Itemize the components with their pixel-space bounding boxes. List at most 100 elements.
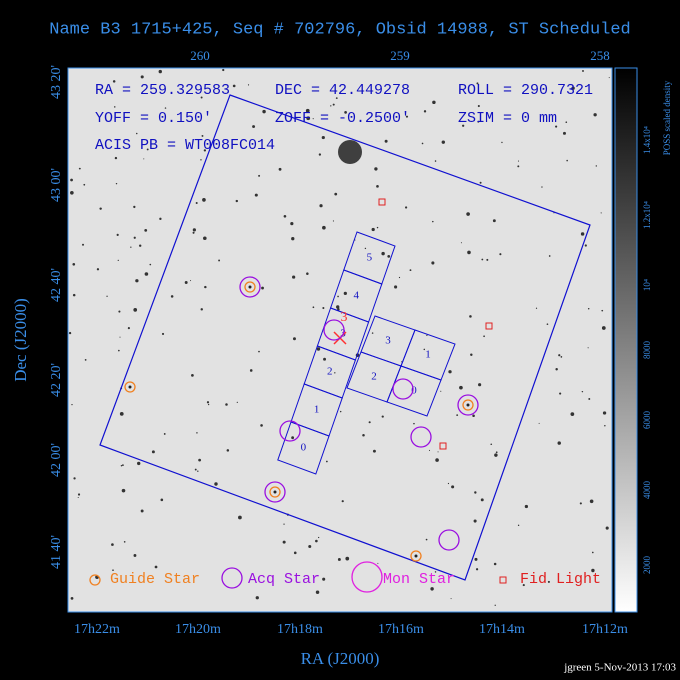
- star: [332, 103, 335, 106]
- star: [589, 499, 594, 504]
- star: [115, 182, 118, 185]
- star: [538, 422, 540, 424]
- star: [608, 77, 610, 79]
- star: [494, 604, 496, 606]
- star: [225, 403, 228, 406]
- star: [447, 482, 450, 485]
- star: [143, 158, 145, 160]
- star: [184, 281, 188, 284]
- star: [68, 331, 72, 335]
- star: [477, 120, 480, 123]
- star: [524, 504, 528, 509]
- star: [319, 204, 323, 208]
- star: [462, 124, 465, 127]
- guide-star: [410, 550, 422, 562]
- star-core: [466, 403, 470, 407]
- chip-label: 1: [314, 404, 320, 416]
- acq-star: [279, 420, 301, 442]
- guide-star: [269, 486, 281, 498]
- star: [481, 258, 484, 261]
- star: [232, 84, 236, 88]
- info-text: RA = 259.329583: [95, 82, 230, 99]
- star: [571, 86, 575, 90]
- star: [70, 178, 73, 182]
- legend-acq-icon: [221, 567, 243, 589]
- star: [159, 217, 162, 221]
- star: [149, 263, 152, 266]
- star: [226, 449, 230, 452]
- bottom-tick-label: 17h18m: [277, 622, 323, 637]
- star: [206, 401, 210, 404]
- star: [448, 370, 452, 374]
- star: [161, 332, 165, 336]
- star: [194, 468, 197, 471]
- info-text: ZOFF = -0.2500': [275, 110, 410, 127]
- star: [283, 214, 287, 218]
- colorbar-title: POSS scaled density: [662, 80, 672, 155]
- top-tick-label: 260: [190, 48, 210, 63]
- star: [120, 464, 123, 467]
- star: [451, 485, 455, 489]
- chip-label: 2: [371, 371, 377, 383]
- star: [405, 115, 409, 118]
- star: [321, 135, 325, 140]
- star: [431, 261, 435, 265]
- star: [476, 82, 479, 85]
- star: [198, 458, 202, 462]
- star: [201, 134, 204, 137]
- star: [111, 543, 114, 546]
- legend-fid-icon: [499, 576, 507, 584]
- star: [200, 308, 203, 311]
- star: [450, 598, 452, 600]
- star: [315, 539, 318, 543]
- info-text: ROLL = 290.7321: [458, 82, 593, 99]
- star: [381, 251, 385, 256]
- star: [119, 412, 124, 416]
- star: [236, 401, 238, 403]
- star: [312, 118, 314, 120]
- star: [290, 222, 294, 226]
- star: [474, 491, 477, 494]
- bottom-tick-label: 17h20m: [175, 622, 221, 637]
- star: [291, 436, 295, 440]
- star: [535, 307, 538, 309]
- star: [425, 538, 428, 541]
- colorbar-tick-label: 10⁴: [642, 279, 652, 291]
- star-core: [414, 554, 418, 558]
- left-tick-label: 42 00': [49, 443, 64, 477]
- star: [335, 97, 338, 99]
- star: [470, 353, 473, 356]
- star: [517, 165, 520, 168]
- star: [96, 268, 100, 271]
- star: [330, 105, 332, 107]
- star: [372, 449, 376, 453]
- star: [214, 482, 218, 486]
- star: [135, 279, 139, 283]
- galaxy: [338, 140, 362, 164]
- star: [546, 323, 549, 326]
- star: [203, 149, 207, 152]
- star: [434, 160, 437, 162]
- star: [262, 109, 266, 114]
- star: [547, 580, 550, 583]
- bottom-tick-label: 17h16m: [378, 622, 424, 637]
- star: [203, 236, 207, 241]
- star: [192, 228, 196, 232]
- star: [191, 374, 194, 377]
- star: [235, 199, 239, 203]
- star: [83, 183, 86, 186]
- star: [499, 253, 502, 256]
- title: Name B3 1715+425, Seq # 702796, Obsid 14…: [49, 20, 631, 39]
- aimpoint-label: 3: [341, 310, 348, 325]
- acq-star: [264, 481, 286, 503]
- star: [146, 148, 149, 151]
- star: [82, 243, 85, 246]
- guide-star: [462, 399, 474, 411]
- bottom-tick-label: 17h14m: [479, 622, 525, 637]
- star: [337, 295, 339, 298]
- star: [249, 369, 253, 372]
- star: [501, 141, 503, 144]
- star: [325, 460, 328, 463]
- star: [493, 562, 497, 566]
- star: [133, 236, 136, 239]
